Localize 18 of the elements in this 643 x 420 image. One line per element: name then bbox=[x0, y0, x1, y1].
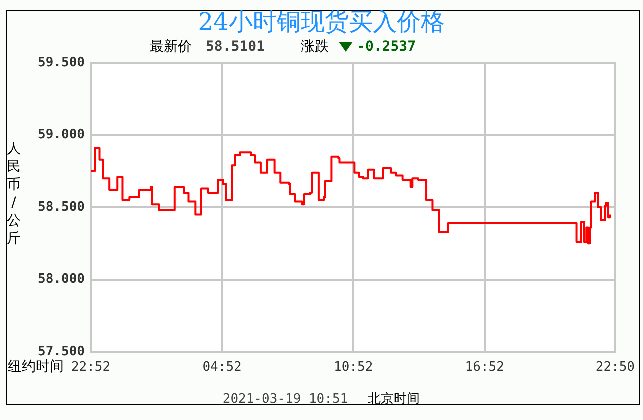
chart-title: 24小时铜现货买入价格 bbox=[197, 7, 446, 38]
text: 涨跌 bbox=[301, 38, 330, 56]
text: 58.5101 bbox=[206, 39, 266, 55]
x-tick-label: 22:50 bbox=[596, 360, 636, 376]
text: 最新价 bbox=[150, 38, 192, 56]
x-tick-label: 04:52 bbox=[202, 360, 242, 376]
y-axis-title: 人民币/公斤 bbox=[6, 140, 22, 248]
y-tick-label: 58.000 bbox=[38, 272, 86, 288]
text: 2021-03-19 10:51 bbox=[222, 392, 348, 407]
y-tick-label: 59.500 bbox=[38, 55, 86, 70]
text: -0.2537 bbox=[357, 39, 416, 55]
x-tick-label: 10:52 bbox=[334, 360, 374, 376]
x-tick-label: 22:52 bbox=[71, 360, 111, 376]
y-tick-label: 57.500 bbox=[38, 344, 86, 360]
y-tick-label: 59.000 bbox=[38, 128, 86, 143]
x-tick-label: 16:52 bbox=[465, 360, 504, 376]
x-axis-title: 纽约时间 bbox=[8, 358, 64, 376]
y-tick-label: 58.500 bbox=[38, 200, 86, 215]
